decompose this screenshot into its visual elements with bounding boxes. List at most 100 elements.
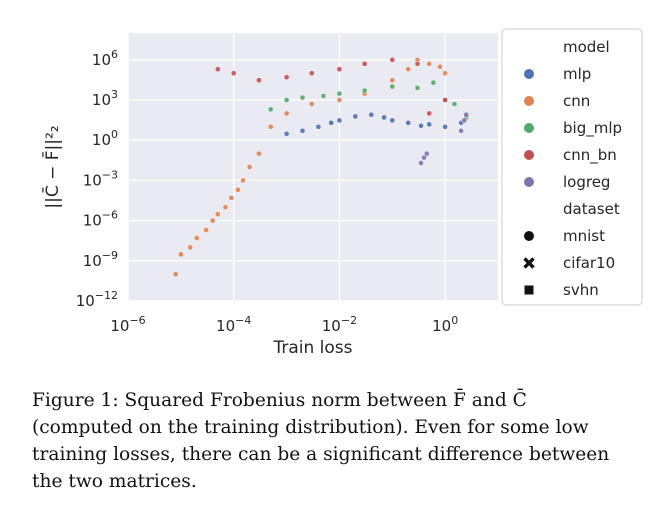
y-tick-label-1: 10−9 [83, 249, 118, 270]
point-cnn-4 [203, 227, 209, 233]
point-cnn-5 [209, 217, 216, 224]
point-cnn-3 [193, 235, 200, 241]
x-tick-label-1: 10−4 [216, 314, 251, 335]
caption-label: Figure 1: [32, 390, 119, 411]
point-mlp-0 [283, 130, 290, 137]
point-logreg-2 [423, 150, 430, 157]
point-cnn-bn-4 [308, 70, 315, 77]
legend-label-mnist: mnist [563, 227, 605, 245]
legend: model mlp cnn big_mlp cnn_bn logreg data… [501, 28, 643, 306]
point-logreg-0 [418, 160, 424, 166]
point-cnn-14 [283, 110, 290, 117]
figure-caption: Figure 1: Squared Frobenius norm between… [32, 387, 632, 495]
point-cnn-10 [240, 177, 246, 184]
legend-hue-title: model [563, 38, 610, 56]
legend-marker-cnn [524, 96, 534, 106]
point-cnn-11 [246, 164, 253, 170]
y-tick-labels: 10−12 10−9 10−6 10−3 100 103 106 [76, 48, 118, 310]
legend-label-logreg: logreg [563, 173, 610, 191]
point-cnn-18 [389, 77, 396, 84]
point-big-mlp-3 [320, 93, 327, 99]
legend-item-svhn: svhn [524, 281, 599, 299]
plot-area [128, 33, 498, 301]
series-mlp [283, 111, 464, 137]
point-cnn-6 [214, 211, 221, 218]
point-cnn-2 [187, 244, 194, 251]
x-axis-label: Train loss [272, 338, 352, 358]
y-tick-label-3: 10−3 [83, 168, 118, 189]
point-big-mlp-4 [336, 90, 343, 97]
point-cnn-bn-5 [336, 66, 343, 73]
legend-label-cnn: cnn [563, 92, 590, 110]
legend-item-mnist: mnist [524, 227, 605, 245]
point-mlp-6 [368, 111, 375, 118]
legend-item-mlp: mlp [524, 65, 591, 83]
point-cnn-8 [228, 194, 235, 201]
point-cnn-23 [442, 70, 448, 77]
y-tick-label-6: 106 [92, 48, 118, 69]
point-cnn-22 [437, 63, 443, 70]
point-cnn-21 [426, 60, 433, 67]
point-cnn-bn-7 [389, 56, 396, 63]
point-cnn-bn-10 [442, 97, 448, 103]
scatter-figure: 10−6 10−4 10−2 100 10−1210−910−610−31001031… [41, 28, 643, 358]
series-logreg [418, 111, 470, 166]
legend-marker-cifar10 [523, 257, 535, 269]
legend-marker-svhn [524, 285, 534, 295]
caption-text: Squared Frobenius norm between F̄ and C̄… [32, 390, 610, 492]
legend-label-svhn: svhn [563, 281, 599, 299]
y-tick-label-4: 100 [92, 128, 118, 149]
legend-marker-mnist [524, 231, 534, 241]
x-tick-labels: 10−6 10−4 10−2 100 [110, 314, 458, 335]
grid-lines [127, 33, 498, 302]
point-cnn-7 [222, 204, 229, 211]
point-big-mlp-2 [299, 94, 306, 101]
point-big-mlp-6 [389, 83, 396, 90]
point-mlp-8 [389, 117, 396, 124]
point-mlp-1 [299, 127, 306, 134]
point-logreg-4 [461, 117, 468, 124]
point-cnn-9 [235, 186, 241, 193]
legend-item-cifar10: cifar10 [523, 254, 615, 272]
y-tick-label-5: 103 [92, 88, 118, 109]
point-cnn-12 [256, 150, 262, 157]
legend-marker-mlp [524, 69, 534, 79]
legend-label-cnn-bn: cnn_bn [563, 146, 617, 165]
series-cnn [172, 56, 448, 278]
x-tick-label-3: 100 [432, 314, 458, 335]
point-cnn-0 [172, 271, 179, 278]
point-mlp-5 [352, 113, 359, 120]
legend-item-cnn-bn: cnn_bn [524, 146, 617, 165]
point-big-mlp-0 [267, 106, 274, 113]
point-cnn-19 [405, 66, 412, 73]
point-cnn-13 [267, 123, 274, 130]
point-cnn-bn-8 [414, 60, 421, 67]
point-logreg-3 [458, 127, 464, 134]
point-logreg-5 [463, 111, 470, 118]
y-tick-label-0: 10−12 [76, 289, 118, 310]
point-cnn-bn-3 [283, 74, 290, 81]
point-mlp-11 [426, 121, 433, 128]
point-mlp-10 [418, 122, 424, 129]
point-cnn-1 [178, 251, 184, 258]
y-tick-label-2: 10−6 [83, 209, 118, 230]
legend-item-big-mlp: big_mlp [524, 119, 622, 138]
point-big-mlp-7 [414, 85, 421, 91]
point-mlp-7 [381, 114, 387, 121]
legend-label-cifar10: cifar10 [563, 254, 615, 272]
point-cnn-bn-9 [426, 110, 433, 117]
legend-style-title: dataset [563, 200, 620, 218]
point-big-mlp-8 [430, 79, 437, 86]
point-cnn-bn-2 [256, 77, 262, 84]
point-big-mlp-5 [361, 87, 368, 94]
x-tick-label-0: 10−6 [110, 314, 145, 335]
x-tick-label-2: 10−2 [322, 314, 357, 335]
legend-label-big-mlp: big_mlp [563, 119, 622, 138]
point-mlp-12 [442, 123, 448, 130]
point-mlp-2 [315, 123, 322, 130]
legend-frame [501, 28, 643, 306]
point-big-mlp-1 [283, 97, 290, 103]
point-cnn-bn-0 [214, 66, 221, 73]
legend-item-logreg: logreg [524, 173, 610, 191]
legend-marker-big-mlp [524, 123, 534, 133]
